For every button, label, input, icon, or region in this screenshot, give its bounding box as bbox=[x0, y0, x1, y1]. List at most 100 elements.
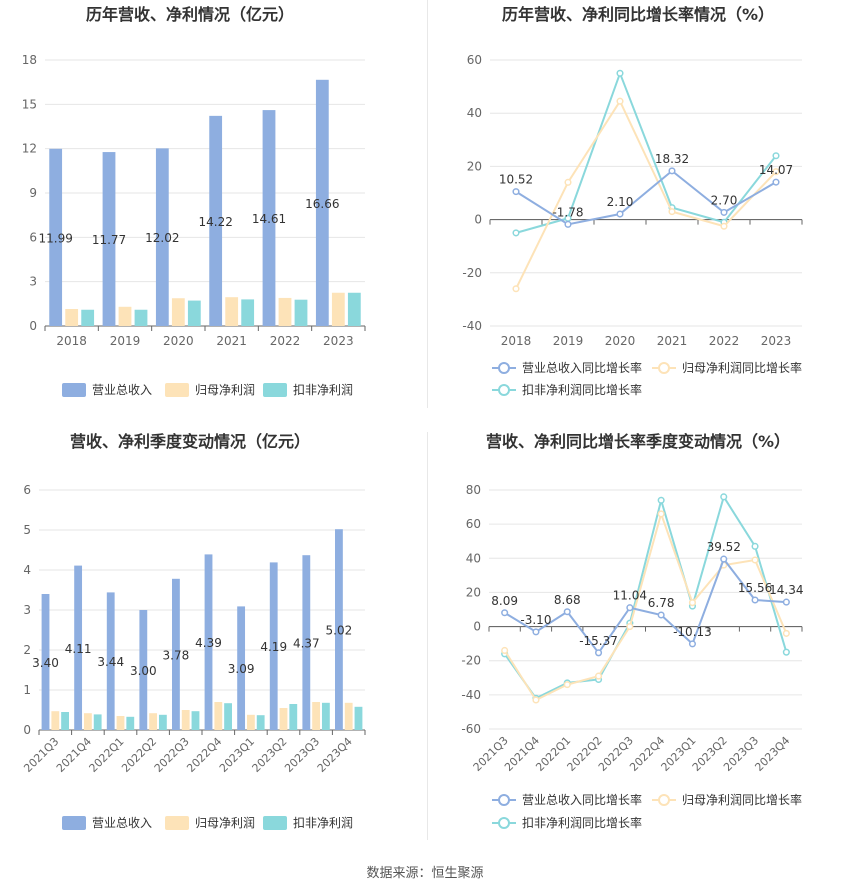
legend-item: 扣非净利润同比增长率 bbox=[492, 815, 642, 830]
data-label: 8.09 bbox=[491, 594, 518, 608]
legend-item: 营业总收入同比增长率 bbox=[492, 360, 642, 375]
series-line bbox=[515, 169, 777, 226]
data-point bbox=[751, 596, 759, 604]
y-tick-label: 60 bbox=[467, 53, 482, 67]
legend-marker bbox=[498, 362, 510, 374]
quarterly-growth-rate-chart: 营收、净利同比增长率季度变动情况（%） -60 -40 -20 0 20 40 60 80 202… bbox=[461, 432, 803, 830]
bar bbox=[241, 299, 255, 326]
data-point bbox=[657, 611, 665, 619]
bar bbox=[278, 297, 292, 326]
legend-item: 扣非净利润同比增长率 bbox=[492, 382, 642, 397]
x-tick-label: 2021Q3 bbox=[21, 735, 61, 775]
data-label: 5.02 bbox=[326, 624, 353, 638]
y-tick-label: 60 bbox=[466, 517, 481, 531]
bar bbox=[256, 715, 265, 730]
vertical-divider-bottom bbox=[427, 432, 428, 840]
bar bbox=[246, 714, 255, 730]
x-tick-label: 2022Q2 bbox=[119, 735, 159, 775]
y-tick-label: 6 bbox=[29, 230, 37, 244]
y-tick-label: -40 bbox=[461, 688, 481, 702]
x-tick-label: 2019 bbox=[553, 334, 584, 348]
data-point bbox=[772, 152, 780, 160]
data-label: 8.68 bbox=[554, 593, 581, 607]
legend-label: 归母净利润同比增长率 bbox=[682, 792, 802, 807]
data-point bbox=[595, 649, 603, 657]
bar bbox=[51, 711, 60, 730]
data-point bbox=[626, 604, 634, 612]
legend-label: 归母净利润同比增长率 bbox=[682, 360, 802, 375]
data-point bbox=[688, 599, 697, 607]
data-point bbox=[782, 648, 790, 656]
bar bbox=[172, 578, 180, 730]
data-point bbox=[616, 210, 624, 218]
bar bbox=[344, 702, 353, 730]
data-label: 10.52 bbox=[499, 173, 533, 187]
bar bbox=[269, 562, 278, 730]
bar bbox=[102, 152, 116, 326]
x-tick-label: 2023Q1 bbox=[217, 735, 257, 775]
data-label: 3.09 bbox=[228, 662, 255, 676]
data-point bbox=[772, 178, 780, 186]
data-point bbox=[668, 208, 676, 216]
bar bbox=[158, 714, 167, 730]
y-tick-label: 3 bbox=[23, 603, 31, 617]
data-point bbox=[595, 672, 603, 680]
data-point bbox=[720, 555, 728, 563]
data-source-footer: 数据来源：恒生聚源 bbox=[366, 866, 484, 881]
data-label: 11.77 bbox=[92, 233, 126, 247]
x-tick-label: 2022Q1 bbox=[87, 735, 127, 775]
bar bbox=[74, 565, 83, 730]
y-tick-label: 4 bbox=[23, 563, 31, 577]
legend-label: 营业总收入同比增长率 bbox=[522, 360, 642, 375]
data-point bbox=[626, 623, 634, 631]
y-tick-label: 20 bbox=[467, 159, 482, 173]
bar bbox=[61, 712, 69, 730]
data-point bbox=[720, 222, 728, 230]
data-point bbox=[751, 556, 759, 564]
y-tick-label: 1 bbox=[23, 683, 31, 697]
legend-label: 营业总收入同比增长率 bbox=[522, 792, 642, 807]
legend-label: 营业总收入 bbox=[92, 816, 152, 830]
series-line bbox=[515, 70, 777, 234]
bar bbox=[315, 79, 329, 327]
x-tick-label: 2022 bbox=[709, 334, 740, 348]
x-tick-label: 2022Q3 bbox=[152, 735, 192, 775]
data-label: 2.10 bbox=[607, 195, 634, 209]
y-tick-label: 2 bbox=[23, 643, 31, 657]
data-label: 4.19 bbox=[260, 640, 287, 654]
bar bbox=[41, 594, 50, 730]
y-tick-label: 40 bbox=[466, 551, 481, 565]
bar bbox=[294, 299, 308, 326]
y-tick-label: -20 bbox=[462, 266, 482, 280]
data-label: 39.52 bbox=[707, 540, 741, 554]
legend-item: 扣非净利润 bbox=[263, 816, 353, 830]
legend-label: 扣非净利润同比增长率 bbox=[522, 815, 642, 830]
annual-revenue-profit-chart: 历年营收、净利情况（亿元） 0 3 6 9 12 15 18 2018 2019 2020 2021 2… bbox=[22, 5, 366, 397]
legend-swatch bbox=[62, 816, 86, 830]
legend-label: 归母净利润 bbox=[195, 816, 255, 830]
legend-label: 归母净利润 bbox=[195, 383, 255, 397]
bar bbox=[279, 708, 288, 730]
bar bbox=[139, 610, 148, 730]
chart-title: 营收、净利季度变动情况（亿元） bbox=[70, 432, 310, 451]
x-tick-label: 2022Q4 bbox=[184, 735, 224, 775]
data-label: 16.66 bbox=[305, 197, 339, 211]
y-tick-label: 0 bbox=[29, 319, 37, 333]
data-label: 3.44 bbox=[97, 655, 124, 669]
y-tick-label: -60 bbox=[461, 722, 481, 736]
data-point bbox=[512, 188, 520, 196]
legend-marker bbox=[498, 794, 510, 806]
x-tick-label: 2023 bbox=[761, 334, 792, 348]
data-point bbox=[668, 167, 676, 175]
data-point bbox=[751, 542, 759, 550]
data-point bbox=[512, 229, 520, 237]
data-label: -10.13 bbox=[673, 625, 712, 639]
data-label: 15.56 bbox=[738, 581, 772, 595]
series-line bbox=[503, 494, 788, 700]
data-label: 11.99 bbox=[38, 231, 72, 245]
bar bbox=[191, 711, 200, 730]
bar bbox=[331, 292, 345, 326]
legend-item: 归母净利润 bbox=[165, 383, 255, 397]
bar bbox=[312, 702, 321, 730]
